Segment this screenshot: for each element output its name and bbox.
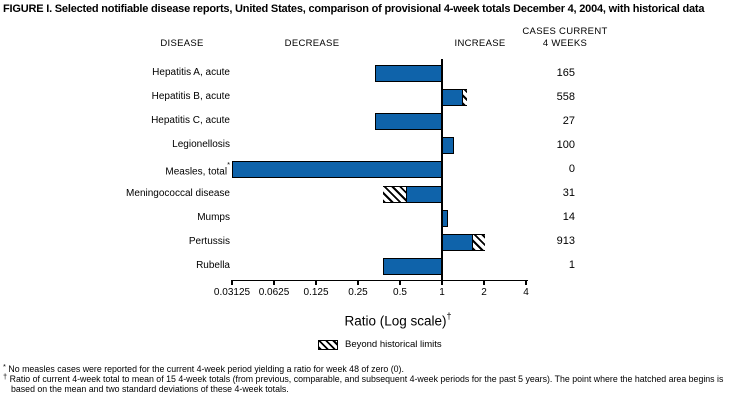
axis-tick-label: 4 — [523, 287, 529, 298]
bar-beyond-limit-segment — [461, 90, 467, 106]
disease-label: Hepatitis C, acute — [151, 115, 230, 127]
bar — [383, 257, 442, 275]
axis-tick — [273, 280, 275, 285]
disease-label: Rubella — [196, 259, 230, 271]
disease-label: Legionellosis — [172, 139, 230, 151]
footnote-ratio: † Ratio of current 4-week total to mean … — [3, 371, 732, 395]
column-header-decrease: DECREASE — [284, 38, 340, 49]
bar — [383, 185, 442, 203]
beyond-limits-hatch-swatch — [318, 339, 338, 350]
cases-value: 558 — [556, 90, 575, 103]
cases-value: 913 — [556, 235, 575, 248]
footnote-ratio-text: Ratio of current 4-week total to mean of… — [9, 373, 724, 394]
disease-label-superscript: * — [227, 160, 230, 170]
x-axis-line — [231, 279, 528, 281]
disease-label: Mumps — [197, 211, 230, 223]
cases-value: 14 — [562, 211, 575, 224]
disease-label: Hepatitis A, acute — [152, 67, 230, 78]
bar — [442, 89, 467, 107]
disease-label: Meningococcal disease — [126, 187, 230, 199]
bar-beyond-limit-segment — [383, 186, 407, 202]
x-axis-label-text: Ratio (Log scale) — [344, 313, 447, 329]
bar-beyond-limit-segment — [472, 234, 486, 250]
disease-label: Pertussis — [188, 235, 230, 247]
cases-value: 165 — [556, 66, 575, 79]
x-axis-label: Ratio (Log scale)† — [344, 311, 452, 329]
footnotes: * No measles cases were reported for the… — [3, 362, 732, 395]
column-header-increase: INCREASE — [454, 38, 506, 49]
axis-tick — [315, 280, 317, 285]
axis-tick-label: 0.5 — [393, 287, 407, 298]
footnote-marker-asterisk: * — [3, 362, 6, 371]
bar — [232, 161, 442, 179]
column-header-disease: DISEASE — [160, 38, 204, 49]
figure-title: FIGURE I. Selected notifiable disease re… — [3, 3, 705, 15]
disease-label: Hepatitis B, acute — [151, 91, 230, 103]
column-header-cases-line1: CASES CURRENT — [522, 26, 608, 37]
axis-tick-label: 2 — [481, 287, 487, 298]
axis-tick-label: 0.03125 — [213, 287, 251, 298]
axis-tick — [357, 280, 359, 285]
footnote-measles: * No measles cases were reported for the… — [3, 362, 732, 375]
dagger-superscript: † — [446, 311, 452, 321]
cases-value: 31 — [562, 187, 575, 199]
bar — [442, 137, 455, 155]
cases-value: 27 — [562, 114, 575, 127]
axis-tick-label: 0.125 — [303, 287, 329, 298]
legend: Beyond historical limits — [318, 339, 442, 350]
axis-tick-label: 0.0625 — [258, 287, 290, 298]
axis-tick — [231, 280, 233, 285]
bar — [374, 113, 442, 131]
column-header-cases-line2: 4 WEEKS — [542, 38, 588, 49]
bar — [442, 233, 486, 251]
bar — [374, 65, 442, 82]
cases-value: 100 — [556, 138, 575, 151]
axis-tick-label: 1 — [439, 287, 445, 298]
axis-tick — [483, 280, 485, 285]
cases-value: 0 — [568, 162, 575, 175]
bar — [442, 209, 448, 227]
footnote-measles-text: No measles cases were reported for the c… — [8, 364, 404, 374]
axis-tick — [441, 280, 443, 285]
footnote-marker-dagger: † — [3, 371, 8, 381]
disease-label: Measles, total* — [165, 160, 230, 178]
axis-tick — [525, 280, 527, 285]
axis-tick-label: 0.25 — [348, 287, 368, 298]
cases-value: 1 — [568, 259, 575, 272]
axis-tick — [399, 280, 401, 285]
legend-label: Beyond historical limits — [345, 339, 442, 350]
